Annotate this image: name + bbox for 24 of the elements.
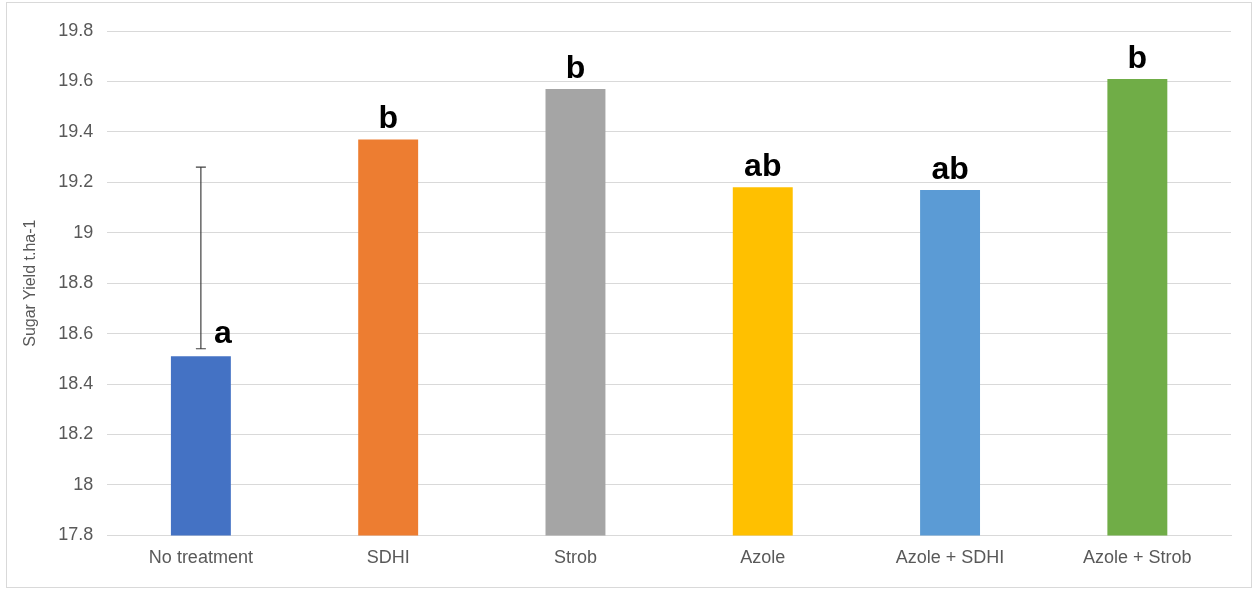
x-tick-label: Azole + SDHI [895,547,1005,568]
y-tick-label: 18 [73,473,94,494]
y-tick-label: 19.2 [58,171,94,192]
y-tick-label: 18.8 [58,272,94,293]
y-axis-title: Sugar Yield t.ha-1 [21,219,39,347]
annotation: ab [931,149,969,186]
y-tick-label: 19.4 [58,120,94,141]
y-tick-label: 19.6 [58,70,94,91]
x-tick-label: Azole [740,547,786,568]
annotation: a [213,314,232,351]
x-tick-label: Azole + Strob [1083,547,1192,568]
y-tick-label: 18.6 [58,322,94,343]
annotation: ab [744,147,782,184]
y-tick-label: 17.8 [58,524,94,545]
y-tick-label: 18.2 [58,423,94,444]
annotation: b [378,99,398,136]
x-tick-label: No treatment [148,547,253,568]
y-tick-label: 18.4 [58,373,94,394]
y-tick-label: 19.8 [58,19,94,40]
annotation: b [1127,38,1148,75]
annotation: b [565,48,586,85]
x-tick-label: Strob [553,547,597,568]
x-tick-label: SDHI [366,547,410,568]
y-tick-label: 19 [73,221,94,242]
